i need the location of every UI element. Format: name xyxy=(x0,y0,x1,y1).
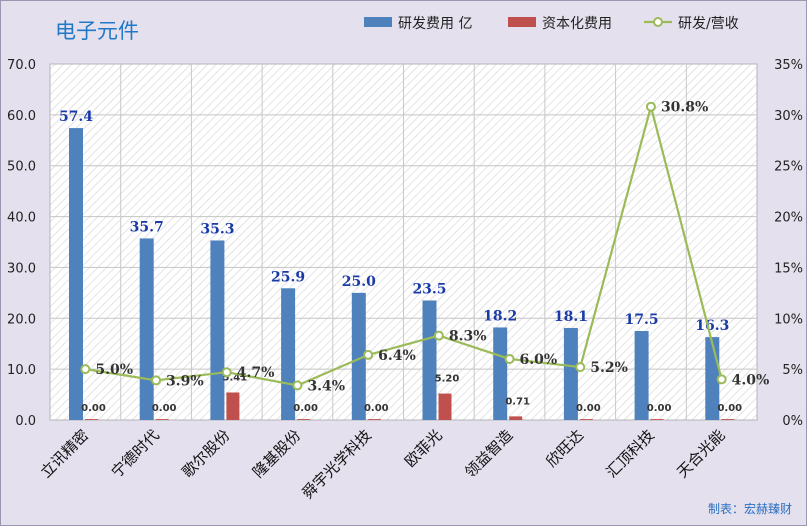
data-label-capitalized: 0.71 xyxy=(505,396,530,407)
data-label-rd: 18.2 xyxy=(483,308,517,324)
bar-rd xyxy=(281,288,296,420)
bar-capitalized xyxy=(509,416,523,420)
data-label-ratio: 3.9% xyxy=(166,373,204,389)
y-left-tick-label: 40.0 xyxy=(7,211,36,226)
y-right-tick-label: 25% xyxy=(774,160,803,175)
line-ratio xyxy=(85,102,723,387)
y-right-tick-label: 35% xyxy=(774,58,803,73)
chart-title: 电子元件 xyxy=(55,19,139,43)
marker-ratio xyxy=(80,364,91,375)
data-label-capitalized: 0.00 xyxy=(576,403,601,414)
data-label-rd: 16.3 xyxy=(695,318,729,334)
data-label-ratio: 3.4% xyxy=(307,378,345,394)
x-category-label: 隆基股份 xyxy=(249,426,304,481)
legend-swatch xyxy=(364,17,392,27)
data-label-rd: 57.4 xyxy=(59,109,93,125)
y-right-tick-label: 20% xyxy=(774,211,803,226)
y-left-tick-label: 10.0 xyxy=(7,363,36,378)
bar-capitalized xyxy=(85,419,98,420)
x-category-label: 天合光能 xyxy=(673,426,728,481)
bar-rd xyxy=(210,240,225,420)
marker-ratio xyxy=(504,353,515,364)
y-left-tick-label: 70.0 xyxy=(7,58,36,73)
bar-capitalized xyxy=(155,419,169,420)
bar-capitalized xyxy=(579,419,593,420)
bar-rd xyxy=(351,292,366,420)
bar-rd xyxy=(493,327,508,420)
bar-rd xyxy=(139,238,154,420)
data-label-rd: 35.7 xyxy=(130,219,164,235)
bar-rd xyxy=(422,300,437,420)
data-label-capitalized: 0.00 xyxy=(364,403,389,414)
y-right-tick-label: 0% xyxy=(782,414,803,429)
data-label-ratio: 4.0% xyxy=(732,372,770,388)
x-category-label: 歌尔股份 xyxy=(178,426,233,481)
legend-marker xyxy=(653,17,663,27)
data-label-ratio: 5.2% xyxy=(590,360,628,376)
y-left-tick-label: 0.0 xyxy=(15,414,36,429)
data-label-rd: 18.1 xyxy=(554,309,588,325)
y-right-tick-label: 5% xyxy=(782,363,803,378)
data-label-capitalized: 0.00 xyxy=(81,403,106,414)
marker-ratio xyxy=(292,380,303,391)
marker-ratio xyxy=(645,101,656,112)
data-label-rd: 35.3 xyxy=(200,221,234,237)
bar-rd xyxy=(563,327,578,420)
data-label-capitalized: 5.20 xyxy=(435,374,460,385)
data-label-capitalized: 5.41 xyxy=(223,372,248,383)
data-label-capitalized: 0.00 xyxy=(152,403,177,414)
marker-ratio xyxy=(363,349,374,360)
marker-ratio xyxy=(221,367,232,378)
x-category-label: 舜宇光学科技 xyxy=(299,426,375,502)
data-label-ratio: 6.4% xyxy=(378,348,416,364)
chart-credit: 制表：宏赫臻财 xyxy=(707,502,792,516)
x-category-label: 汇顶科技 xyxy=(603,426,658,481)
marker-ratio xyxy=(716,374,727,385)
x-category-label: 领益智造 xyxy=(461,426,516,481)
data-label-capitalized: 0.00 xyxy=(293,403,318,414)
data-label-rd: 23.5 xyxy=(412,281,446,297)
data-label-rd: 25.0 xyxy=(342,274,376,290)
bar-capitalized xyxy=(297,419,311,420)
bar-rd xyxy=(69,128,83,420)
data-label-capitalized: 0.00 xyxy=(717,403,742,414)
y-left-tick-label: 20.0 xyxy=(7,312,36,327)
marker-ratio xyxy=(575,362,586,373)
legend-label: 研发/营收 xyxy=(678,16,739,32)
y-left-tick-label: 60.0 xyxy=(7,109,36,124)
data-label-rd: 25.9 xyxy=(271,269,305,285)
bar-capitalized xyxy=(721,419,735,420)
data-label-ratio: 30.8% xyxy=(661,100,708,116)
bar-capitalized xyxy=(226,392,240,420)
legend-label: 资本化费用 xyxy=(542,16,612,32)
data-label-ratio: 5.0% xyxy=(95,362,133,378)
marker-ratio xyxy=(433,330,444,341)
y-left-tick-label: 30.0 xyxy=(7,261,36,276)
y-right-tick-label: 30% xyxy=(774,109,803,124)
y-left-tick-label: 50.0 xyxy=(7,160,36,175)
data-label-ratio: 4.7% xyxy=(237,365,275,381)
data-label-rd: 17.5 xyxy=(625,312,659,328)
legend: 研发费用 亿 资本化费用 研发/营收 xyxy=(364,16,739,32)
legend-swatch xyxy=(508,17,536,27)
bar-capitalized xyxy=(367,419,381,420)
x-category-label: 欧菲光 xyxy=(401,426,446,471)
bar-capitalized xyxy=(650,419,664,420)
x-category-label: 立讯精密 xyxy=(37,426,92,481)
data-label-ratio: 8.3% xyxy=(449,329,487,345)
bar-capitalized xyxy=(438,393,452,420)
marker-ratio xyxy=(151,375,162,386)
x-category-label: 欣旺达 xyxy=(543,426,588,471)
legend-label: 研发费用 亿 xyxy=(398,16,472,32)
plot-area: 0.0 10.0 20.0 30.0 40.0 50.0 60.0 70.0 0% 5% 10% 15… xyxy=(7,58,803,502)
data-label-capitalized: 0.00 xyxy=(647,403,672,414)
y-right-tick-label: 15% xyxy=(774,261,803,276)
x-category-label: 宁德时代 xyxy=(108,426,163,481)
y-right-tick-label: 10% xyxy=(774,312,803,327)
bar-rd xyxy=(634,331,649,420)
data-label-ratio: 6.0% xyxy=(520,352,558,368)
